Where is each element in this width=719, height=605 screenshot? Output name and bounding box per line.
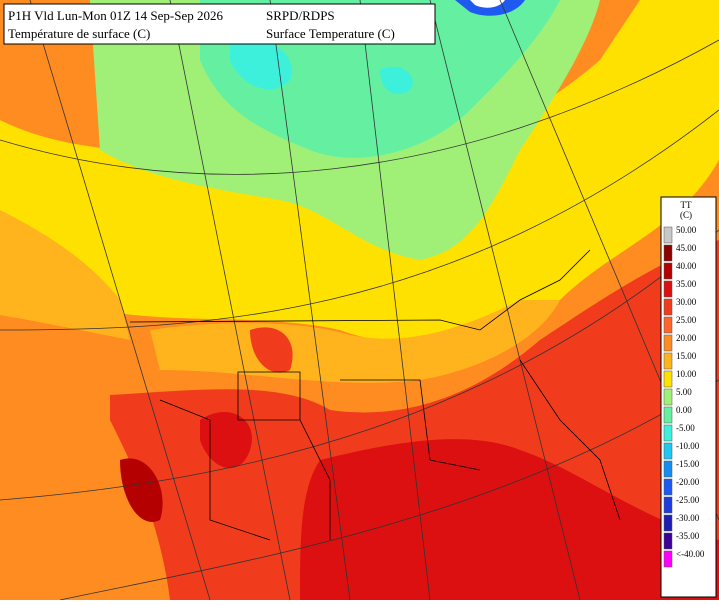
legend-label: -25.00 (676, 495, 700, 505)
legend-label: 20.00 (676, 333, 697, 343)
legend-swatch (663, 532, 673, 550)
legend-swatch (663, 424, 673, 442)
header-left-line: P1H Vld Lun-Mon 01Z 14 Sep-Sep 2026 (8, 8, 223, 23)
legend-swatch (663, 316, 673, 334)
legend-label: 25.00 (676, 315, 697, 325)
legend-swatch (663, 460, 673, 478)
header-right-line: SRPD/RDPS (266, 8, 335, 23)
header-left-line: Température de surface (C) (8, 26, 150, 41)
legend-swatch (663, 496, 673, 514)
legend-swatch (663, 550, 673, 568)
legend-label: 0.00 (676, 405, 692, 415)
legend-label: 35.00 (676, 279, 697, 289)
legend-label: 45.00 (676, 243, 697, 253)
legend-swatch (663, 280, 673, 298)
legend-swatch (663, 370, 673, 388)
legend-swatch (663, 514, 673, 532)
legend-label: 5.00 (676, 387, 692, 397)
legend-label: 10.00 (676, 369, 697, 379)
legend-swatch (663, 298, 673, 316)
legend-label: -15.00 (676, 459, 700, 469)
legend-label: <-40.00 (676, 549, 705, 559)
legend-label: 50.00 (676, 225, 697, 235)
legend-label: -5.00 (676, 423, 695, 433)
legend-swatch (663, 442, 673, 460)
legend-label: -20.00 (676, 477, 700, 487)
legend-swatch (663, 244, 673, 262)
legend-swatch (663, 388, 673, 406)
legend-label: 40.00 (676, 261, 697, 271)
legend-swatch (663, 334, 673, 352)
legend-title: TT (681, 200, 692, 210)
legend-swatch (663, 262, 673, 280)
legend-label: -30.00 (676, 513, 700, 523)
header-right-line: Surface Temperature (C) (266, 26, 395, 41)
legend-label: -10.00 (676, 441, 700, 451)
legend-title: (C) (680, 210, 692, 220)
legend-label: 30.00 (676, 297, 697, 307)
legend-label: 15.00 (676, 351, 697, 361)
legend-swatch (663, 226, 673, 244)
legend-swatch (663, 352, 673, 370)
legend: TT (C) 50.00 45.00 40.00 35.00 30.00 25.00 20.… (660, 196, 717, 598)
borders (129, 249, 621, 541)
legend-swatch (663, 406, 673, 424)
legend-swatch (663, 478, 673, 496)
legend-label: -35.00 (676, 531, 700, 541)
header-box (3, 3, 436, 45)
